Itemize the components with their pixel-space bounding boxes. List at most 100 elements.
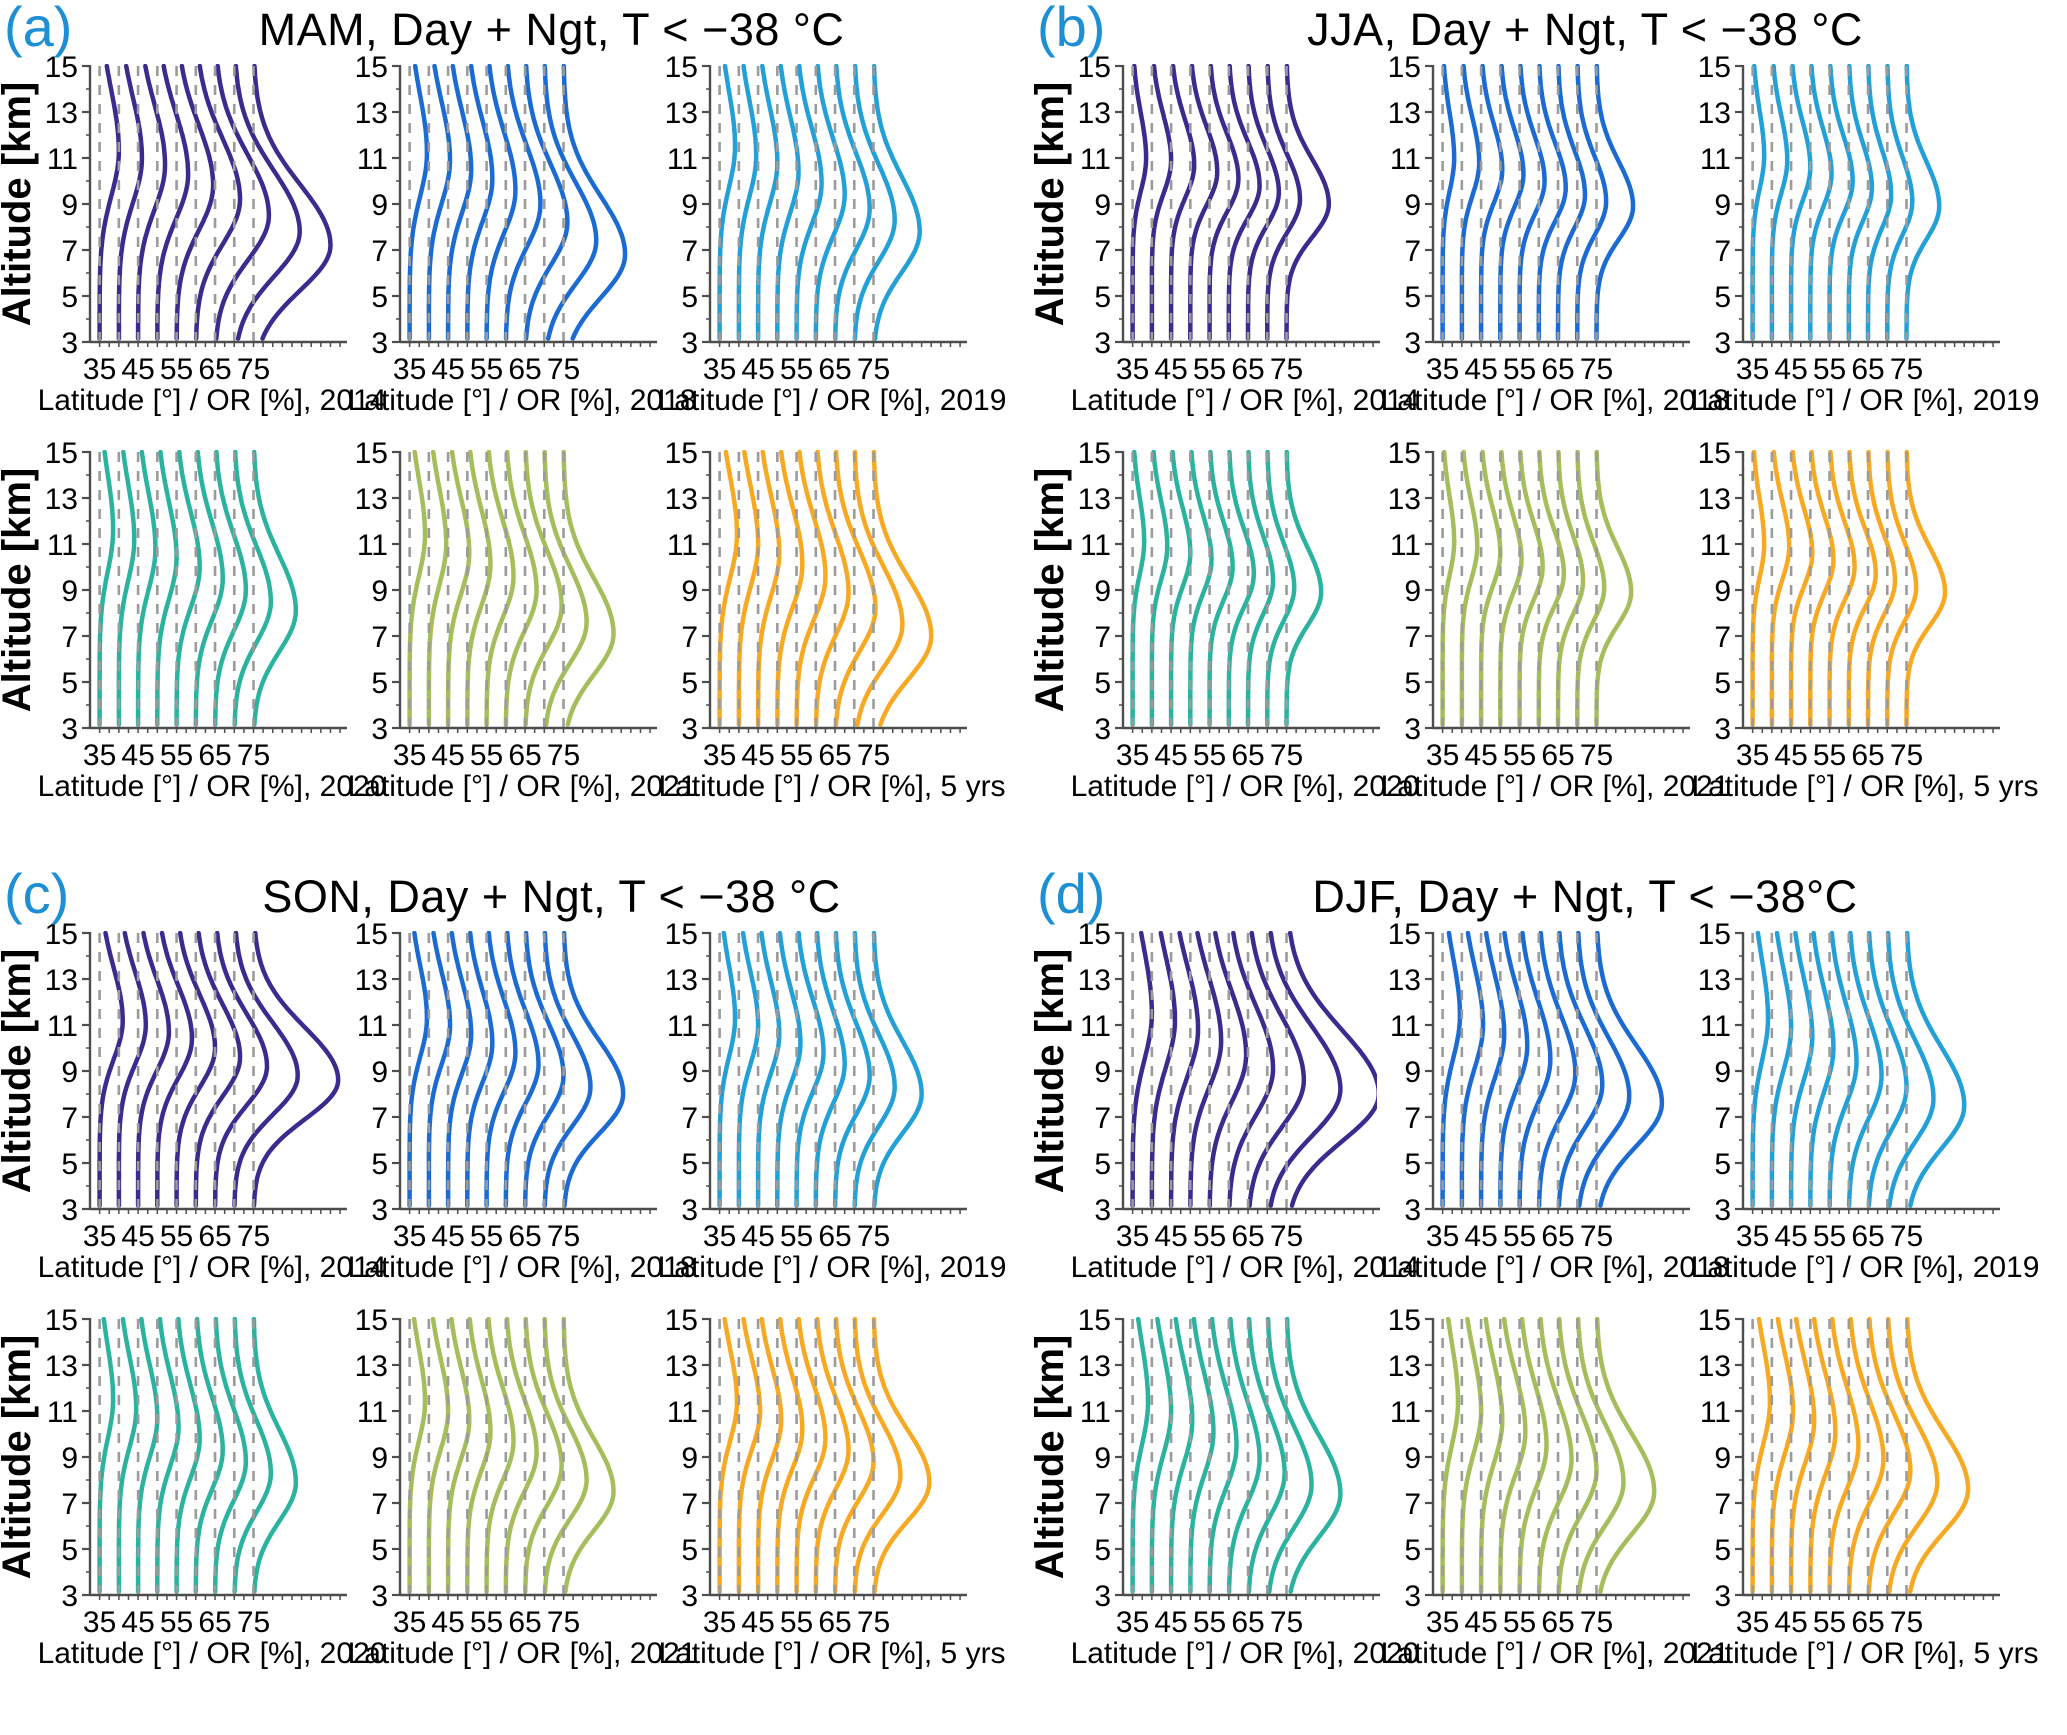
- axes: [1735, 450, 2000, 733]
- y-tick-label: 7: [371, 235, 388, 268]
- y-tick-label: 7: [1094, 1102, 1111, 1135]
- y-tick-label: 11: [47, 529, 78, 562]
- y-tick-label: 9: [1714, 1056, 1731, 1089]
- panel-header-c: (c) SON, Day + Ngt, T < −38 °C: [0, 862, 1033, 925]
- y-tick-label: 3: [681, 713, 698, 746]
- x-tick-label: 45: [121, 353, 154, 386]
- x-axis-label: Latitude [°] / OR [%], 2020: [38, 770, 387, 803]
- x-tick-label: 45: [1774, 1606, 1807, 1639]
- curve-lat-45: [755, 931, 782, 1208]
- x-tick-label: 45: [741, 739, 774, 772]
- x-axis-label: Latitude [°] / OR [%], 5 yrs: [1691, 770, 2038, 803]
- x-axis-label: Latitude [°] / OR [%], 2018: [348, 1251, 697, 1284]
- x-tick-label: 75: [1890, 739, 1923, 772]
- y-tick-label: 9: [371, 1442, 388, 1475]
- profile-curves: [1130, 450, 1324, 727]
- profile-curves: [1750, 1317, 1971, 1594]
- y-tick-label: 5: [371, 1148, 388, 1181]
- curve-lat-70: [232, 1317, 274, 1594]
- x-tick-label: 55: [160, 739, 193, 772]
- profile-curves: [1130, 931, 1377, 1208]
- curve-lat-35: [1130, 450, 1147, 727]
- x-tick-label: 55: [1813, 1606, 1846, 1639]
- axes: [1735, 64, 2000, 347]
- curve-lat-50: [155, 1317, 181, 1594]
- x-tick-label: 55: [1813, 353, 1846, 386]
- y-tick-label: 11: [1390, 1010, 1421, 1043]
- y-tick-label: 5: [1714, 281, 1731, 314]
- x-tick-label: 55: [1503, 739, 1536, 772]
- y-tick-label: 11: [1390, 529, 1421, 562]
- curve-lat-45: [135, 64, 168, 341]
- y-tick-label: 15: [1078, 51, 1111, 84]
- curve-lat-45: [135, 931, 172, 1208]
- y-tick-label: 9: [61, 189, 78, 222]
- y-tick-label: 5: [1404, 281, 1421, 314]
- x-tick-label: 45: [1464, 353, 1497, 386]
- y-tick-label: 3: [1404, 327, 1421, 360]
- x-tick-label: 65: [198, 353, 231, 386]
- y-axis-label: Altitude [km]: [0, 468, 39, 712]
- y-tick-label: 13: [1388, 1350, 1421, 1383]
- y-tick-label: 13: [45, 97, 78, 130]
- panel-d-subplots: 3 5 7 9 11 13 15 35 45 55 65 75 Latitude [°] / OR [%…: [1028, 918, 2067, 1670]
- y-tick-label: 3: [681, 1194, 698, 1227]
- curve-lat-40: [1149, 64, 1174, 341]
- curve-lat-55: [484, 931, 518, 1208]
- curve-lat-40: [1459, 931, 1486, 1208]
- curve-lat-35: [97, 450, 116, 727]
- curve-lat-65: [1556, 1317, 1599, 1594]
- y-tick-label: 3: [1094, 1580, 1111, 1613]
- y-tick-label: 11: [1080, 529, 1111, 562]
- x-tick-label: 35: [393, 353, 426, 386]
- y-tick-label: 3: [371, 327, 388, 360]
- curve-lat-55: [1517, 1317, 1549, 1594]
- y-tick-label: 5: [1094, 1148, 1111, 1181]
- x-tick-label: 35: [1426, 1606, 1459, 1639]
- x-tick-label: 75: [1270, 739, 1303, 772]
- y-tick-label: 7: [1404, 1102, 1421, 1135]
- curve-lat-60: [193, 64, 243, 341]
- y-tick-label: 11: [1080, 1396, 1111, 1429]
- profile-curves: [407, 1317, 616, 1594]
- curve-lat-45: [1788, 450, 1815, 727]
- curve-lat-75: [1595, 931, 1665, 1208]
- x-tick-label: 35: [1736, 1606, 1769, 1639]
- curve-lat-60: [503, 931, 541, 1208]
- curve-lat-55: [794, 1317, 828, 1594]
- x-axis-label: Latitude [°] / OR [%], 2021: [1381, 1637, 1730, 1670]
- curve-lat-70: [542, 450, 589, 727]
- x-axis-label: Latitude [°] / OR [%], 2014: [38, 1251, 387, 1284]
- curve-lat-35: [1130, 931, 1155, 1208]
- axes: [1735, 931, 2000, 1214]
- profile-curves: [1440, 931, 1665, 1208]
- y-tick-label: 11: [1700, 529, 1731, 562]
- curve-lat-35: [1130, 64, 1149, 341]
- x-tick-label: 55: [780, 1606, 813, 1639]
- curve-lat-75: [871, 450, 934, 727]
- curve-lat-45: [1788, 931, 1815, 1208]
- curve-lat-60: [813, 450, 851, 727]
- curve-lat-35: [717, 64, 738, 341]
- x-tick-label: 65: [1851, 739, 1884, 772]
- x-tick-label: 75: [857, 353, 890, 386]
- curve-lat-45: [1168, 1317, 1195, 1594]
- curve-lat-40: [1149, 450, 1170, 727]
- curve-lat-35: [1440, 450, 1457, 727]
- curve-lat-75: [561, 450, 616, 727]
- y-tick-label: 5: [61, 281, 78, 314]
- y-tick-label: 11: [357, 1396, 388, 1429]
- y-tick-label: 9: [1094, 1056, 1111, 1089]
- curve-lat-60: [1536, 1317, 1574, 1594]
- curve-lat-40: [426, 1317, 451, 1594]
- x-tick-label: 35: [1116, 353, 1149, 386]
- panel-b-subplots: 3 5 7 9 11 13 15 35 45 55 65 75 Latitude [°] / OR [%…: [1028, 51, 2067, 803]
- y-tick-label: 3: [1714, 713, 1731, 746]
- curve-lat-55: [794, 64, 824, 341]
- x-tick-label: 55: [160, 353, 193, 386]
- x-tick-label: 35: [1426, 1220, 1459, 1253]
- y-tick-label: 9: [61, 1056, 78, 1089]
